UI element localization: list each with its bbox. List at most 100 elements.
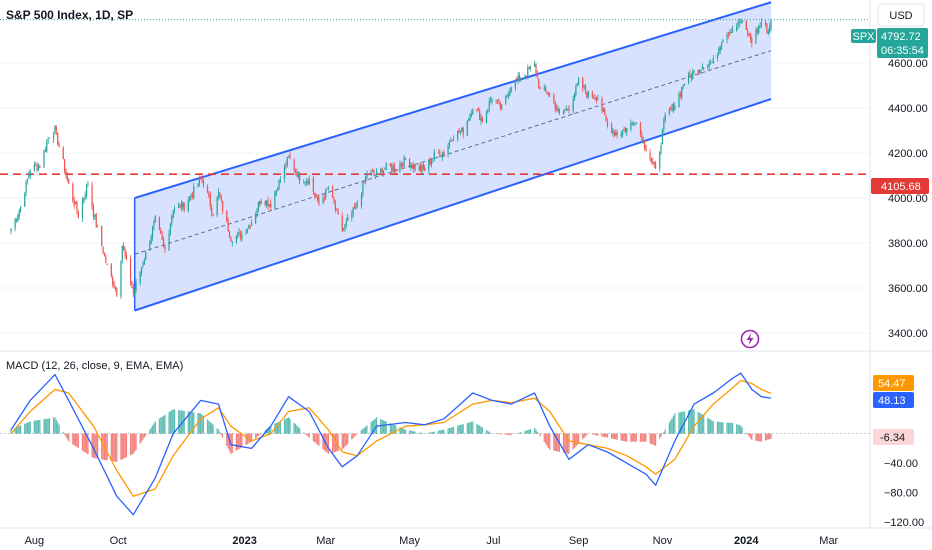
macd-histogram-bar bbox=[488, 431, 490, 434]
candle-body bbox=[709, 62, 712, 64]
candle-body bbox=[249, 226, 251, 228]
macd-histogram-bar bbox=[722, 422, 724, 434]
macd-histogram-bar bbox=[726, 422, 728, 434]
candle-body bbox=[182, 202, 184, 208]
horizontal-line[interactable] bbox=[0, 19, 870, 176]
candle-body bbox=[488, 101, 490, 108]
lightning-icon[interactable] bbox=[740, 329, 760, 349]
candle-body bbox=[96, 225, 99, 227]
macd-histogram-bar bbox=[718, 421, 720, 434]
macd-histogram-bar bbox=[239, 433, 242, 449]
candle-body bbox=[616, 131, 618, 135]
macd-histogram-bar bbox=[594, 433, 596, 436]
macd-histogram-bar bbox=[55, 419, 57, 434]
macd-histogram-bar bbox=[54, 417, 56, 434]
candle-body bbox=[510, 87, 512, 91]
candle-body bbox=[660, 145, 662, 152]
macd-histogram-bar bbox=[693, 409, 695, 434]
candle-body bbox=[237, 232, 239, 236]
macd-histogram-bar bbox=[452, 426, 455, 434]
macd-histogram-bar bbox=[575, 433, 577, 447]
macd-histogram-bar bbox=[741, 427, 743, 434]
macd-histogram-bar bbox=[345, 433, 347, 446]
candle-body bbox=[690, 77, 692, 79]
macd-histogram-bar bbox=[661, 433, 664, 435]
macd-histogram-bar bbox=[39, 419, 41, 434]
channel-lower-line bbox=[134, 98, 772, 312]
candle-body bbox=[583, 86, 585, 88]
candle-body bbox=[260, 201, 262, 204]
macd-histogram-bar bbox=[770, 433, 772, 439]
macd-histogram-bar bbox=[553, 433, 555, 451]
candle-body bbox=[178, 205, 180, 208]
macd-histogram-bar bbox=[129, 433, 132, 456]
candle-body bbox=[567, 109, 569, 110]
candle-body bbox=[575, 85, 577, 96]
macd-histogram-bar bbox=[769, 433, 771, 440]
candle-body bbox=[545, 86, 547, 92]
price-axis-tick-label: 3400.00 bbox=[888, 328, 928, 340]
macd-histogram-bar bbox=[751, 433, 753, 441]
candle-body bbox=[245, 232, 247, 234]
candle-body bbox=[315, 196, 317, 198]
candle-body bbox=[154, 216, 156, 223]
macd-histogram-bar bbox=[461, 424, 463, 434]
currency-button[interactable] bbox=[877, 3, 925, 27]
macd-histogram-bar bbox=[102, 433, 104, 460]
macd-histogram-bar bbox=[380, 419, 382, 434]
macd-histogram-bar bbox=[160, 417, 162, 434]
candle-body bbox=[216, 196, 218, 216]
candle-body bbox=[208, 192, 210, 197]
candle-body bbox=[238, 232, 240, 233]
candle-body bbox=[304, 181, 306, 183]
macd-histogram-bar bbox=[620, 433, 622, 441]
candle-body bbox=[17, 215, 19, 221]
macd-histogram-bar bbox=[219, 432, 221, 434]
candle-body bbox=[235, 235, 238, 243]
macd-histogram-bar bbox=[481, 427, 484, 434]
candle-body bbox=[336, 208, 338, 210]
macd-histogram-bar bbox=[172, 409, 174, 434]
macd-histogram-bar bbox=[602, 433, 604, 437]
macd-histogram-bar bbox=[510, 433, 512, 436]
candle-body bbox=[14, 218, 16, 229]
candle-body bbox=[594, 98, 596, 99]
macd-histogram-bar bbox=[110, 433, 112, 462]
candle-body bbox=[353, 206, 356, 209]
candle-body bbox=[485, 111, 488, 124]
candle-body bbox=[52, 134, 55, 140]
candlestick-series bbox=[10, 18, 772, 300]
macd-histogram-bar bbox=[178, 410, 180, 434]
macd-histogram-bar bbox=[106, 433, 108, 461]
macd-histogram-bar bbox=[605, 433, 607, 438]
macd-histogram-bar bbox=[466, 422, 468, 434]
macd-histogram-bar bbox=[303, 432, 305, 434]
macd-histogram-bar bbox=[151, 425, 154, 434]
candle-body bbox=[748, 33, 750, 35]
macd-histogram-bar bbox=[730, 422, 732, 434]
candle-body bbox=[411, 165, 413, 169]
macd-histogram-bar bbox=[201, 414, 203, 434]
macd-histogram-bar bbox=[334, 433, 336, 452]
macd-histogram-bar bbox=[712, 421, 714, 434]
candle-body bbox=[129, 257, 132, 283]
candle-body bbox=[352, 207, 354, 214]
candle-body bbox=[663, 120, 665, 130]
macd-indicator-label[interactable]: MACD (12, 26, close, 9, EMA, EMA) bbox=[6, 360, 183, 372]
candle-body bbox=[527, 67, 529, 77]
candle-body bbox=[524, 75, 526, 79]
macd-histogram-bar bbox=[150, 427, 152, 434]
parallel-channel[interactable] bbox=[133, 1, 772, 312]
candle-body bbox=[624, 128, 626, 132]
macd-histogram-bar bbox=[623, 433, 625, 442]
candle-body bbox=[572, 99, 574, 112]
candle-body bbox=[682, 86, 684, 89]
macd-histogram-bar bbox=[46, 418, 48, 434]
candle-body bbox=[246, 229, 249, 233]
candle-body bbox=[337, 210, 339, 215]
macd-histogram-bar bbox=[114, 433, 117, 462]
candle-body bbox=[344, 224, 346, 230]
candle-body bbox=[730, 31, 732, 34]
candle-body bbox=[461, 127, 463, 132]
